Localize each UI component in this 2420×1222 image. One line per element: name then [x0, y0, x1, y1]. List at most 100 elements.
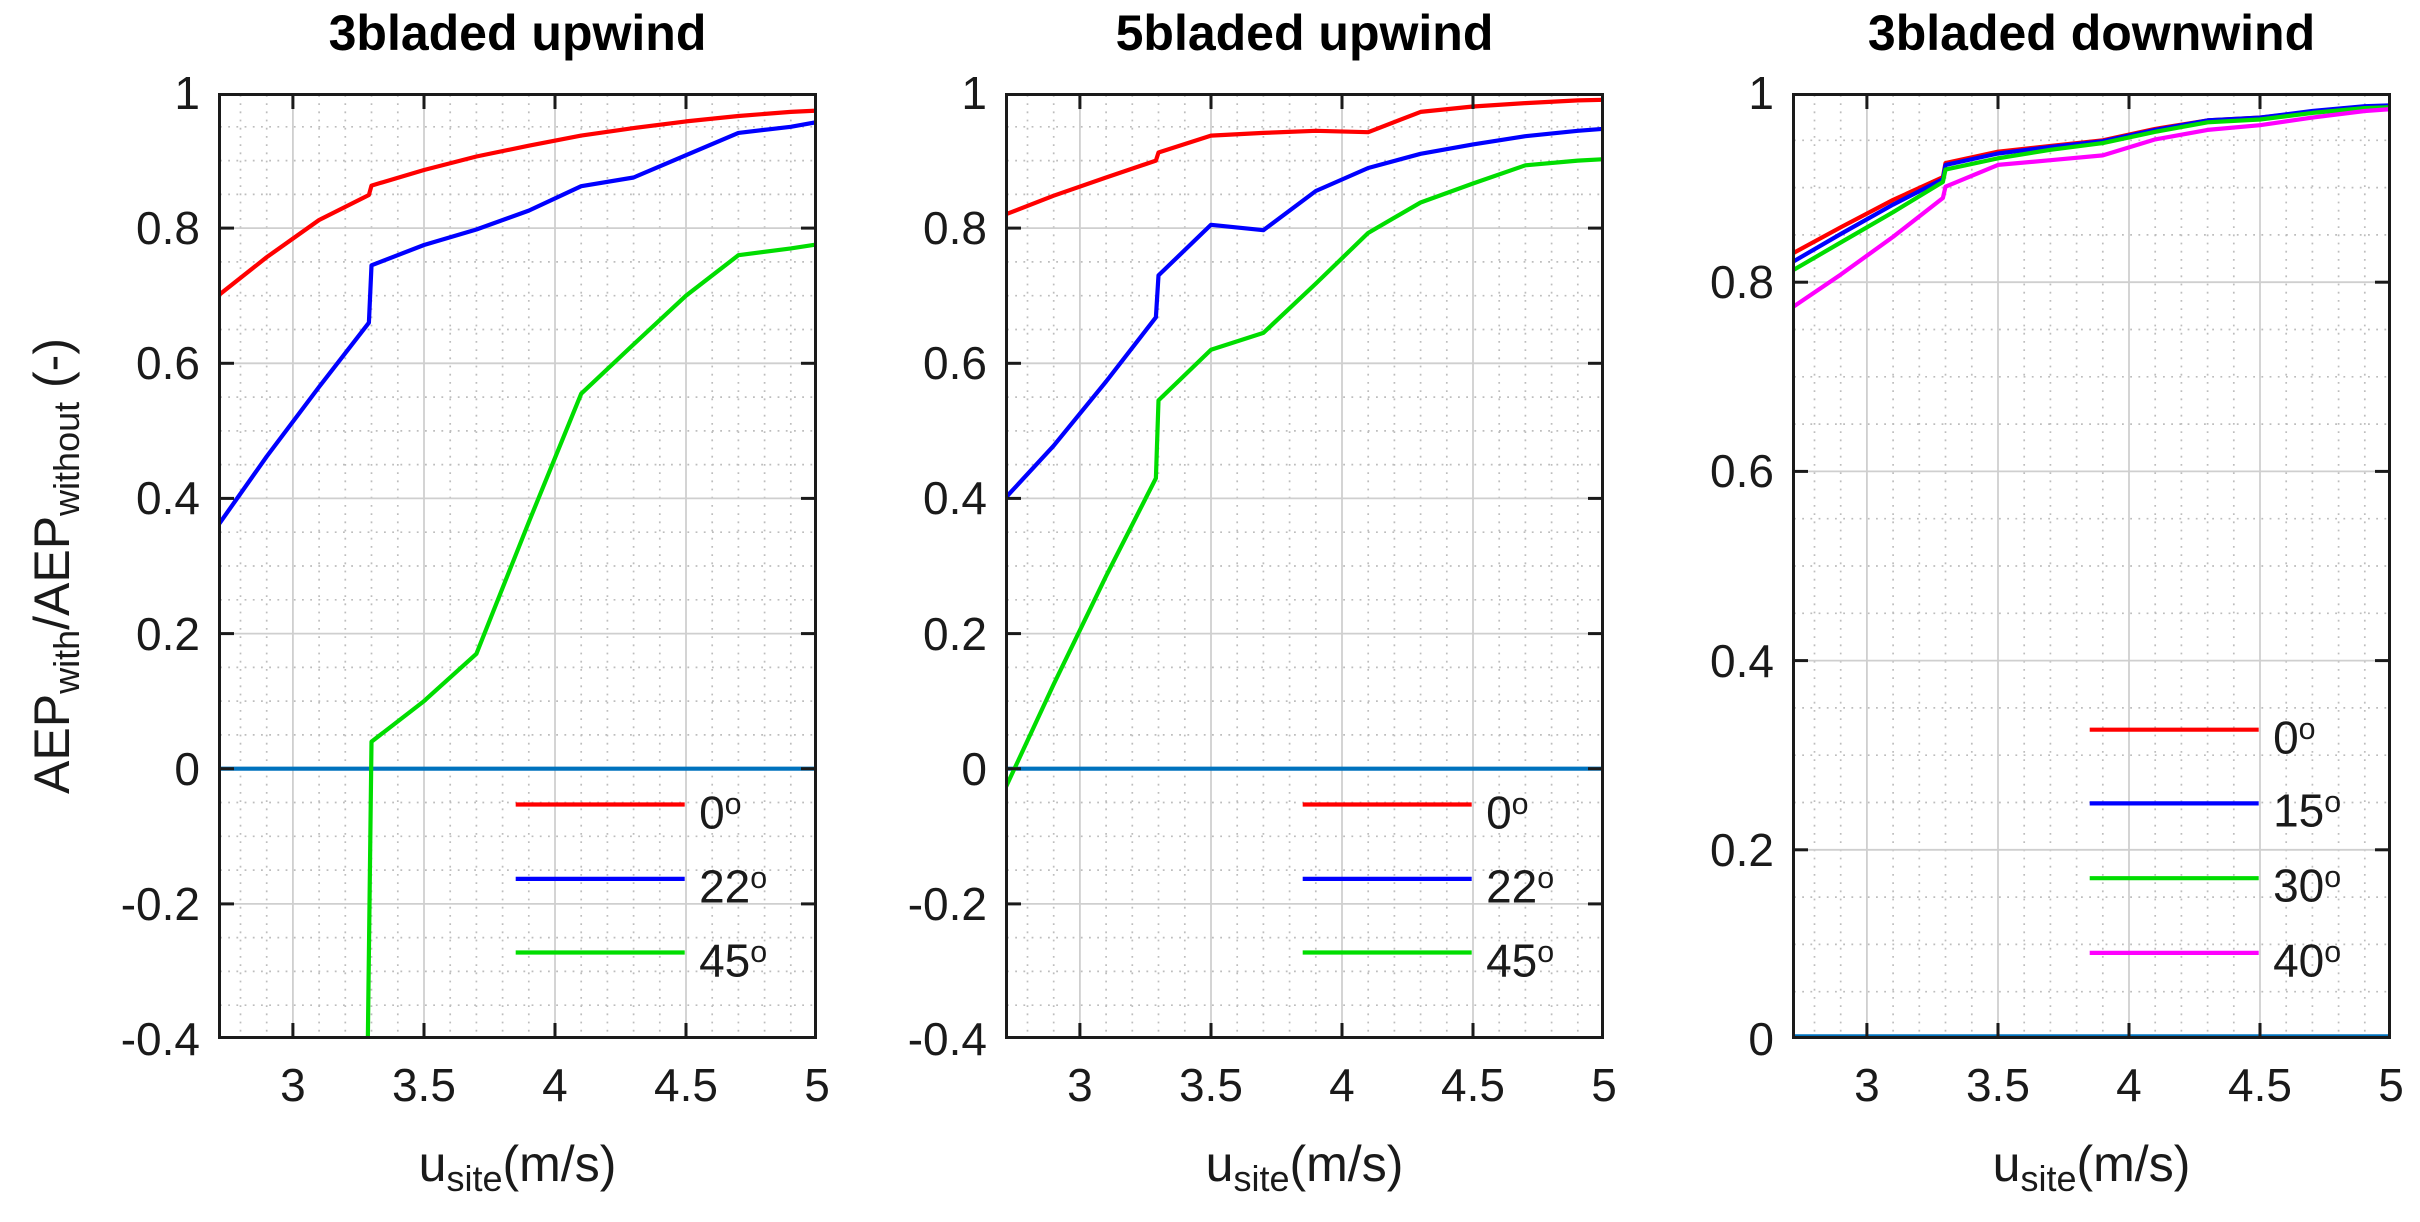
legend-label-text: 0	[699, 786, 725, 839]
x-axis-label-subscript: site	[2020, 1158, 2077, 1200]
series-40deg-line	[1792, 107, 2391, 310]
axis-ticks	[219, 93, 817, 1039]
degree-superscript: o	[1537, 861, 1555, 895]
subplot-title: 3bladed downwind	[1867, 5, 2316, 61]
x-axis-label: usite(m/s)	[1792, 1127, 2391, 1216]
x-tick-label: 4.5	[1441, 1059, 1505, 1111]
subplot-2-plot-area	[1005, 93, 1604, 1039]
subplot-3-plot-area	[1792, 93, 2391, 1039]
x-axis-label-part: u	[418, 1136, 447, 1192]
y-tick-label: 0.2	[1710, 823, 1774, 876]
x-axis-label-part: (m/s)	[1289, 1136, 1404, 1192]
subplot-title: 5bladed upwind	[1115, 5, 1494, 61]
subplot-title: 3bladed upwind	[328, 5, 707, 61]
x-tick-label: 5	[2378, 1059, 2404, 1111]
x-axis-label: usite(m/s)	[1005, 1127, 1604, 1216]
x-axis-label-part: u	[1205, 1136, 1234, 1192]
legend-label: 0o	[699, 769, 741, 841]
legend-label-text: 15	[2273, 785, 2325, 837]
x-axis-label-part: (m/s)	[502, 1136, 617, 1192]
legend-label-text: 30	[2273, 859, 2325, 912]
series-15deg-line	[1792, 103, 2391, 265]
y-tick-label: 0.8	[136, 202, 200, 255]
x-tick-label: 3.5	[1965, 1059, 2030, 1111]
subplot-3-axes	[1792, 93, 2391, 1039]
legend-label: 30o	[2273, 842, 2341, 914]
legend-label-text: 22	[699, 860, 751, 913]
legend-lines	[1302, 802, 1472, 955]
legend-label: 22o	[699, 843, 767, 915]
legend-label-text: 0	[2273, 711, 2299, 764]
y-tick-label: -0.2	[120, 877, 200, 930]
legend-lines	[515, 802, 685, 955]
subplot-1-axes	[218, 93, 817, 1039]
degree-superscript: o	[2324, 935, 2342, 969]
series-45deg-line	[1005, 157, 1604, 792]
legend-label: 40o	[2273, 917, 2341, 989]
degree-superscript: o	[750, 935, 768, 969]
axes-border	[1792, 93, 2391, 1039]
y-tick-label: 0.2	[136, 607, 200, 660]
x-axis-label-subscript: site	[446, 1158, 503, 1200]
y-tick-label: 1	[174, 67, 200, 119]
legend-label-text: 45	[699, 934, 751, 987]
y-tick-label: 0.6	[1710, 445, 1774, 498]
y-tick-label: 0.8	[923, 202, 987, 255]
degree-superscript: o	[1511, 787, 1529, 821]
major-grid	[1794, 93, 2391, 1039]
minor-grid	[1794, 95, 2389, 1037]
series-45deg-line	[365, 242, 817, 1039]
y-tick-label: 0.4	[136, 472, 200, 525]
series-group	[218, 108, 817, 1039]
x-tick-label: 4.5	[654, 1059, 718, 1111]
series-0deg-line	[1005, 97, 1604, 217]
x-tick-label: 4	[1329, 1059, 1355, 1111]
series-22deg-line	[1005, 126, 1604, 501]
axis-ticks	[1793, 93, 2391, 1039]
legend-label: 45o	[699, 917, 767, 989]
series-group	[1792, 103, 2391, 310]
x-axis-label-part: (m/s)	[2076, 1136, 2191, 1192]
legend-label-text: 45	[1486, 934, 1538, 987]
y-tick-label: 0.8	[1710, 256, 1774, 309]
x-tick-label: 4.5	[2228, 1059, 2292, 1111]
legend-label: 22o	[1486, 843, 1554, 915]
y-tick-label: 0.4	[1710, 634, 1774, 687]
degree-superscript: o	[1537, 935, 1555, 969]
x-tick-label: 3.5	[1178, 1059, 1243, 1111]
y-tick-label: -0.4	[120, 1013, 200, 1065]
degree-superscript: o	[2324, 786, 2342, 820]
y-tick-label: 0	[174, 742, 200, 795]
subplot-2-axes	[1005, 93, 1604, 1039]
y-tick-label: 0	[961, 742, 987, 795]
y-tick-label: -0.4	[907, 1013, 987, 1065]
x-axis-label-subscript: site	[1233, 1158, 1290, 1200]
x-tick-label: 5	[1591, 1059, 1617, 1111]
legend-lines	[2089, 727, 2259, 956]
degree-superscript: o	[724, 787, 742, 821]
legend-label: 0o	[1486, 769, 1528, 841]
x-tick-label: 3	[1854, 1059, 1880, 1111]
x-tick-label: 4	[2116, 1059, 2142, 1111]
minor-grid	[1007, 95, 1602, 1037]
legend-label: 0o	[2273, 694, 2315, 766]
x-tick-label: 5	[804, 1059, 830, 1111]
series-0deg-line	[1792, 104, 2391, 256]
degree-superscript: o	[750, 861, 768, 895]
series-0deg-line	[218, 108, 817, 298]
x-tick-label: 3	[280, 1059, 306, 1111]
x-axis-label: usite(m/s)	[218, 1127, 817, 1216]
y-tick-label: 1	[1748, 67, 1774, 119]
y-tick-label: 0	[1748, 1013, 1774, 1065]
y-tick-label: 0.6	[923, 337, 987, 390]
series-30deg-line	[1792, 105, 2391, 273]
y-tick-label: 0.2	[923, 607, 987, 660]
legend-label: 45o	[1486, 917, 1554, 989]
legend-label: 15o	[2273, 767, 2341, 839]
axes-border	[218, 93, 817, 1039]
legend-label-text: 40	[2273, 934, 2325, 987]
axis-ticks	[1006, 93, 1604, 1039]
x-tick-label: 3	[1067, 1059, 1093, 1111]
y-tick-label: 0.4	[923, 472, 987, 525]
